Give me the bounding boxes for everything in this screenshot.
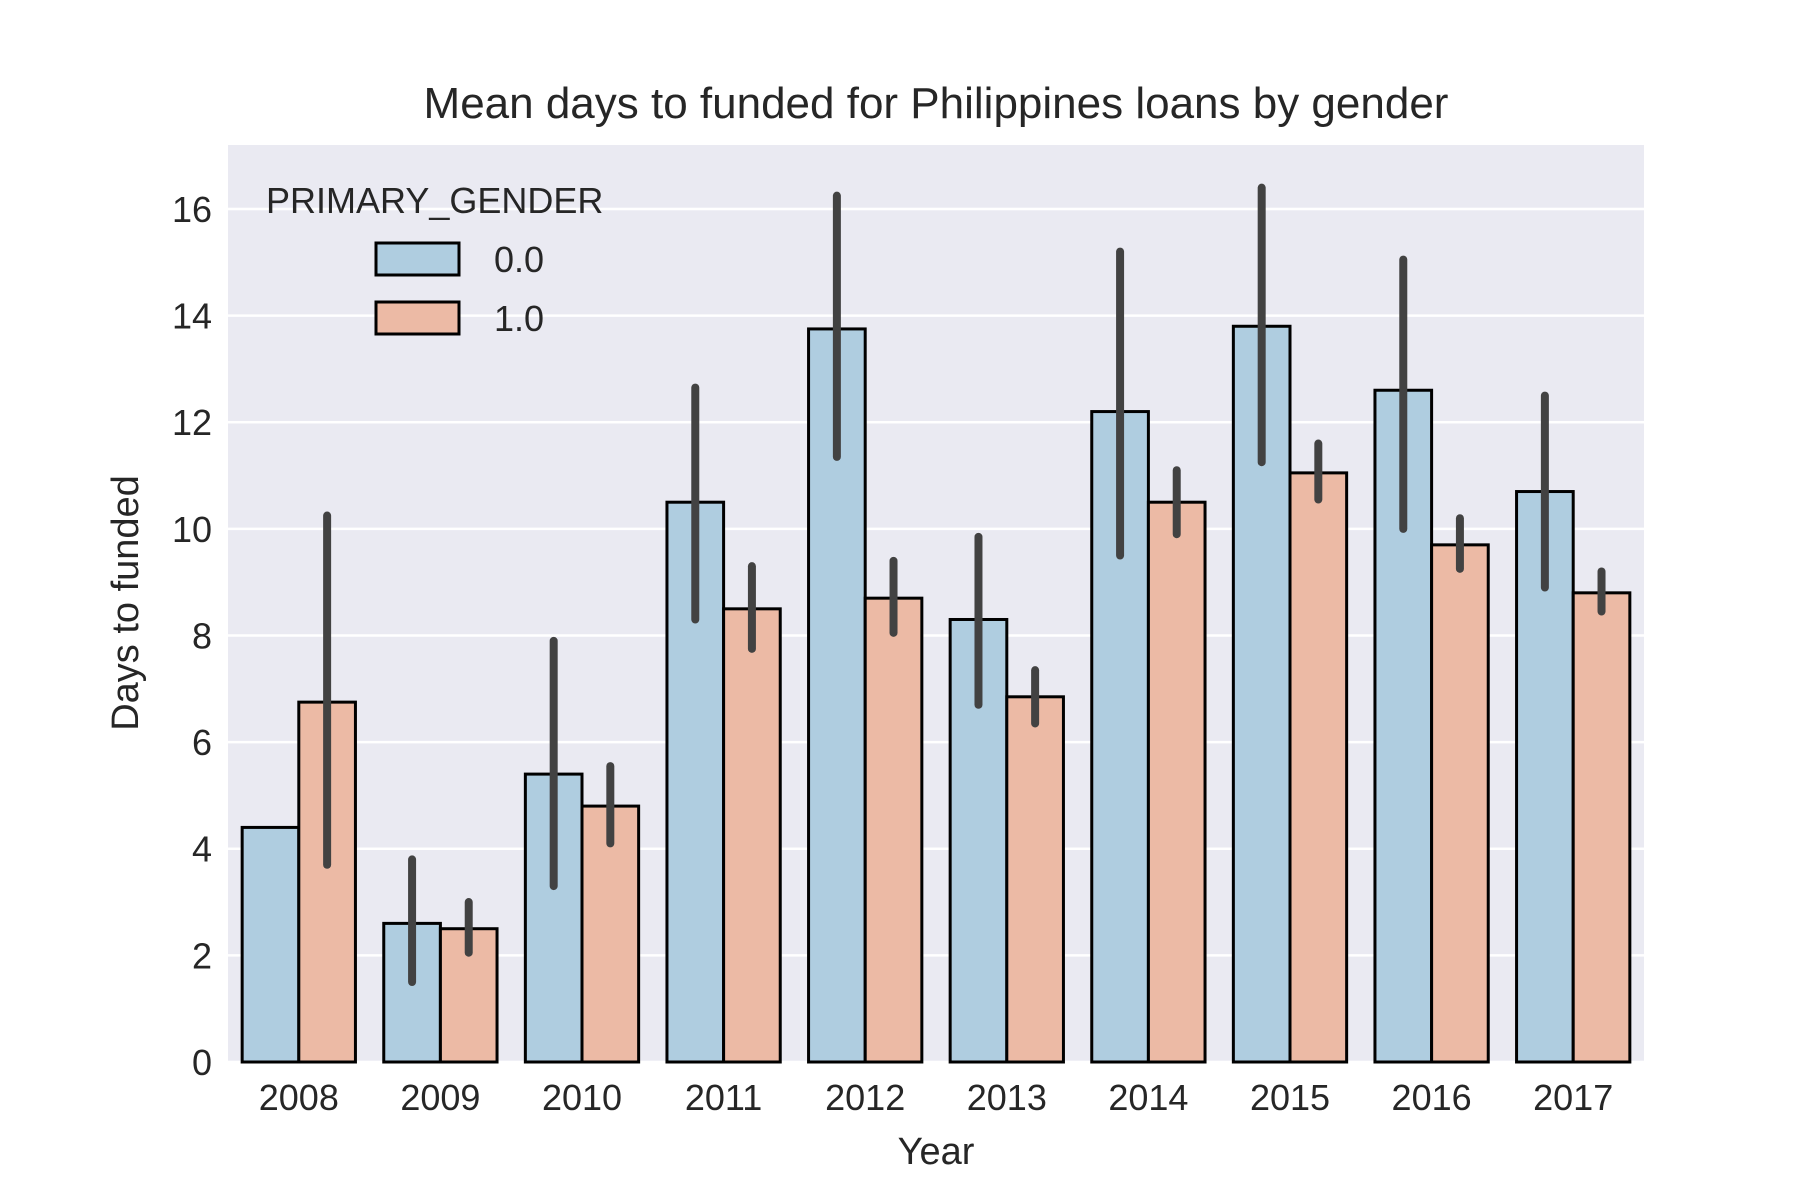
x-tick-label: 2015 <box>1250 1077 1330 1118</box>
bar-2013-1.0 <box>1005 695 1065 1064</box>
y-tick-label: 16 <box>172 189 212 230</box>
bar-2014-1.0 <box>1146 500 1207 1064</box>
y-tick-label: 4 <box>192 829 212 870</box>
y-tick-label: 14 <box>172 296 212 337</box>
legend-label-0: 0.0 <box>494 239 544 280</box>
legend-swatch-0 <box>374 241 461 277</box>
y-tick-label: 0 <box>192 1042 212 1083</box>
y-tick-label: 10 <box>172 509 212 550</box>
x-tick-label: 2011 <box>685 1077 762 1118</box>
x-axis-label: Year <box>898 1131 975 1173</box>
x-tick-labels: 2008 2009 2010 2011 2012 2013 2014 2015 2016 2017 <box>259 1077 1613 1118</box>
legend-swatch-1 <box>374 300 461 336</box>
chart-title: Mean days to funded for Philippines loan… <box>424 79 1449 128</box>
x-tick-label: 2013 <box>967 1077 1047 1118</box>
y-tick-label: 6 <box>192 722 212 763</box>
bar-2012-1.0 <box>863 596 924 1064</box>
x-tick-label: 2010 <box>542 1077 622 1118</box>
x-tick-label: 2017 <box>1533 1077 1613 1118</box>
x-tick-label: 2014 <box>1108 1077 1188 1118</box>
bars <box>240 324 1632 1064</box>
bar-2008-0.0 <box>240 825 301 1064</box>
legend-label-1: 1.0 <box>494 298 544 339</box>
bar-2017-1.0 <box>1571 591 1632 1064</box>
x-tick-label: 2008 <box>259 1077 339 1118</box>
error-bars <box>323 183 1606 987</box>
bar-2016-1.0 <box>1430 543 1490 1064</box>
x-tick-label: 2012 <box>825 1077 905 1118</box>
y-tick-label: 12 <box>172 402 212 443</box>
legend: PRIMARY_GENDER 0.0 1.0 <box>266 180 603 339</box>
bar-2011-1.0 <box>722 607 782 1064</box>
x-tick-label: 2016 <box>1392 1077 1472 1118</box>
y-tick-label: 8 <box>192 615 212 656</box>
x-tick-label: 2009 <box>400 1077 480 1118</box>
bar-2010-1.0 <box>580 804 641 1064</box>
y-tick-label: 2 <box>192 935 212 976</box>
bar-2015-1.0 <box>1288 471 1349 1064</box>
y-axis-label: Days to funded <box>105 475 147 731</box>
legend-title: PRIMARY_GENDER <box>266 180 603 221</box>
y-tick-labels: 0 2 4 6 8 10 12 14 16 <box>172 189 212 1083</box>
